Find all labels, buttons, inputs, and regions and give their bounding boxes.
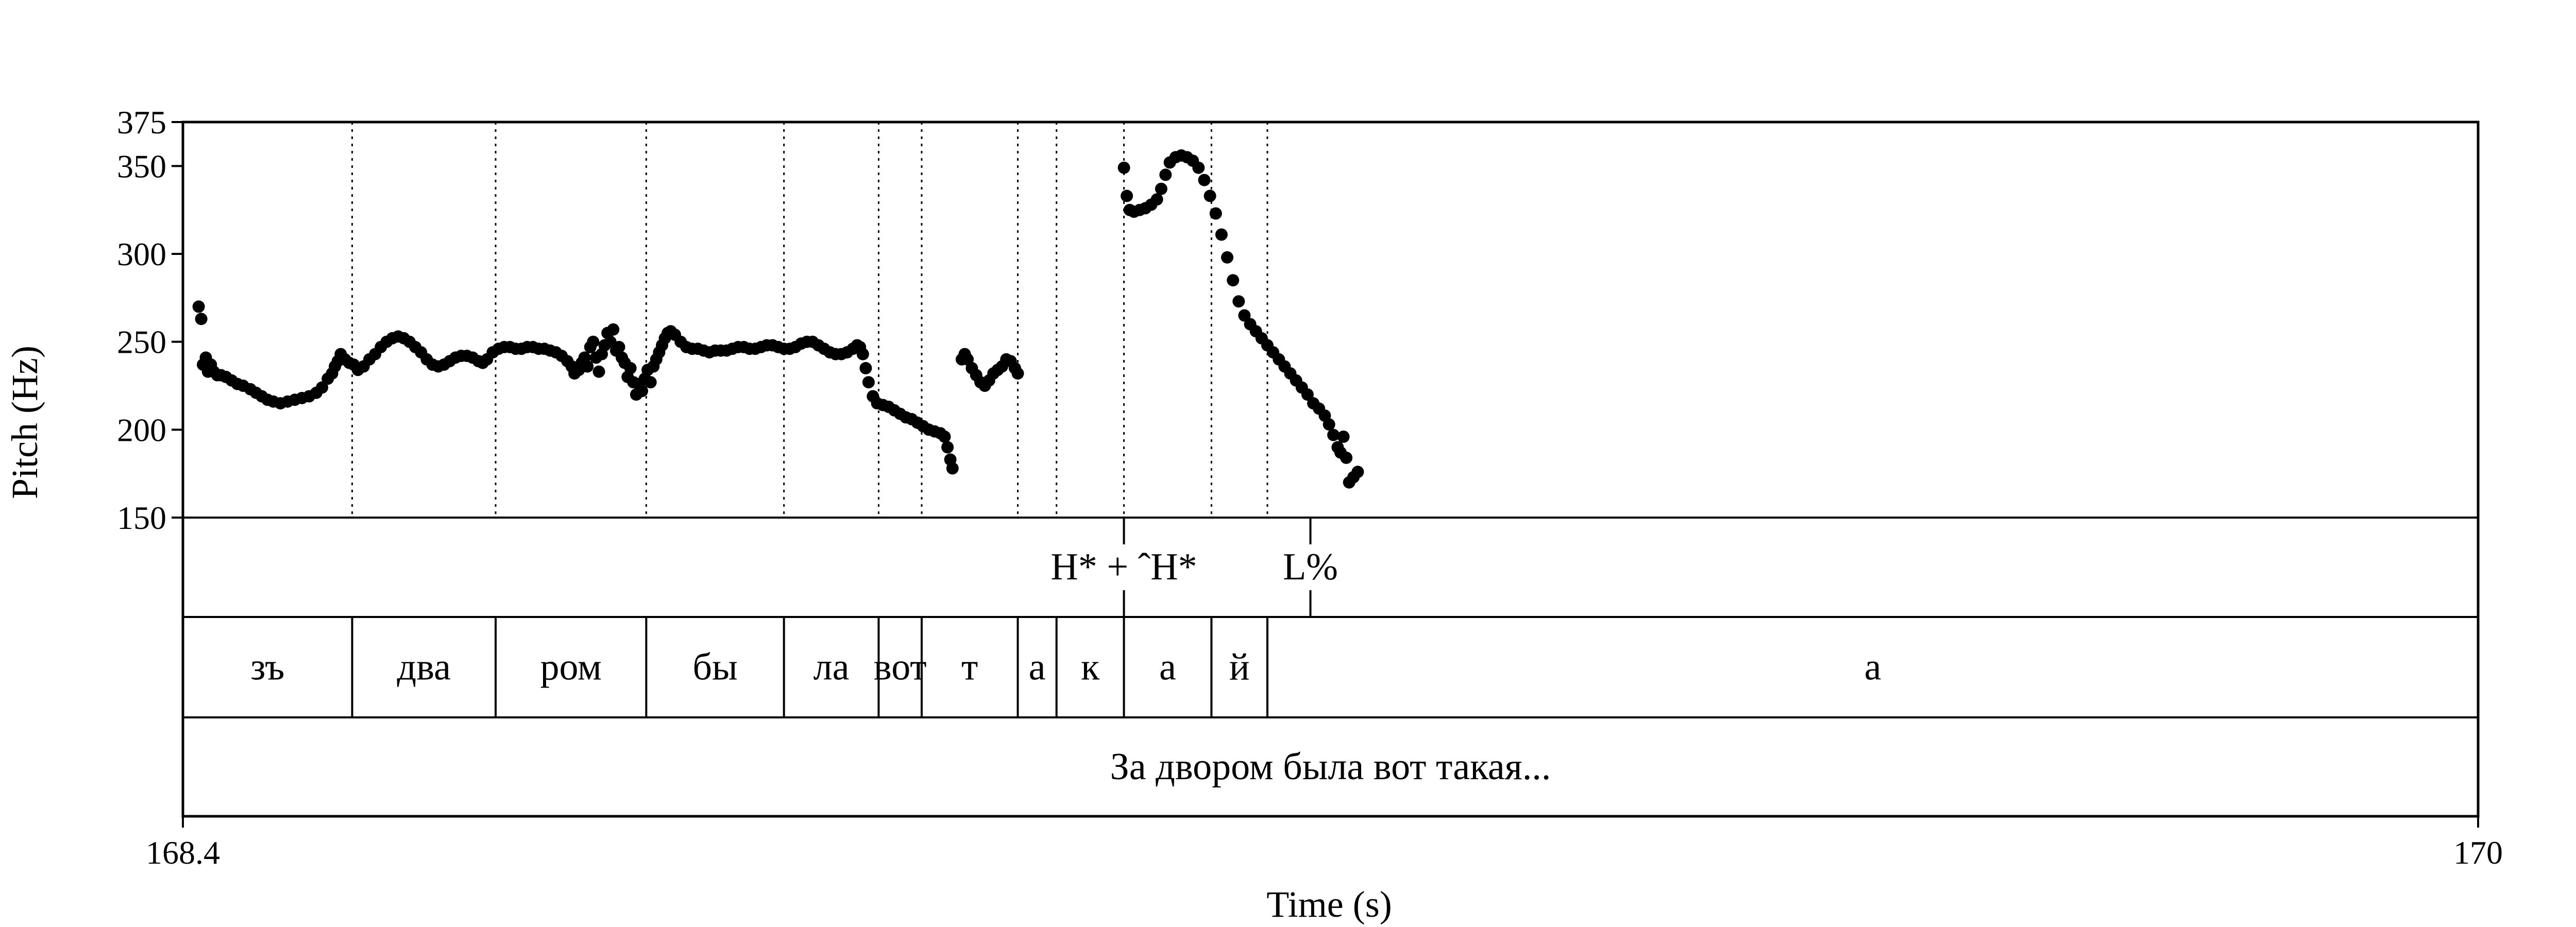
segment-label: а <box>1865 646 1882 689</box>
pitch-point <box>946 462 959 475</box>
pitch-point <box>1327 428 1340 441</box>
pitch-point <box>1155 182 1167 195</box>
pitch-point <box>1209 207 1222 220</box>
pitch-point <box>1238 309 1251 322</box>
segment-label: вот <box>874 646 927 689</box>
pitch-point <box>1159 168 1172 181</box>
pitch-point <box>938 431 951 443</box>
x-axis-title: Time (s) <box>1266 884 1392 925</box>
segment-label: т <box>961 646 978 689</box>
y-tick-label: 250 <box>117 324 166 360</box>
x-tick-label: 168.4 <box>146 834 220 871</box>
segment-label: бы <box>692 646 737 689</box>
pitch-point <box>1301 388 1314 401</box>
pitch-point <box>1221 251 1233 264</box>
annotation-tiers: H* + ˆH* L%зъ два ром бы ла вот т а к а й аЗа двором… <box>250 518 1881 788</box>
segment-label: й <box>1229 646 1250 689</box>
pitch-point <box>1204 190 1216 202</box>
segment-label: ром <box>540 646 601 689</box>
segment-label: к <box>1081 646 1100 689</box>
pitch-point <box>636 385 648 398</box>
pitch-point <box>1227 274 1240 287</box>
y-tick-label: 350 <box>117 148 166 184</box>
pitch-point <box>1192 161 1205 174</box>
pitch-track <box>192 149 1364 489</box>
pitch-point <box>862 376 875 389</box>
segment-label: два <box>397 646 451 689</box>
y-axis-title: Pitch (Hz) <box>4 346 45 499</box>
pitch-point <box>1323 418 1335 431</box>
axes: 150 200 250 300 350 375 168.4 170 <box>117 104 2503 871</box>
pitch-point <box>607 323 620 336</box>
pitch-point <box>1117 161 1130 174</box>
pitch-point <box>587 335 600 348</box>
sentence-label: За двором была вот такая... <box>1110 746 1551 788</box>
segment-label: зъ <box>250 646 284 689</box>
pitch-point <box>624 362 637 374</box>
pitch-point <box>581 360 594 373</box>
pitch-point <box>1232 295 1245 308</box>
y-tick-label: 200 <box>117 411 166 448</box>
pitch-point <box>195 313 208 325</box>
pitch-point <box>1337 431 1350 443</box>
pitch-point <box>941 441 954 454</box>
chart-frame <box>181 121 2480 818</box>
pitch-point <box>859 362 872 374</box>
pitch-point <box>192 300 205 313</box>
segment-label: а <box>1029 646 1046 689</box>
segment-boundary-gridlines <box>351 122 1268 518</box>
pitch-point <box>613 340 625 353</box>
pitch-point <box>1011 367 1024 380</box>
tone-label: H* + ˆH* <box>1050 546 1197 588</box>
pitch-point <box>1215 228 1228 241</box>
y-tick-label: 375 <box>117 104 166 141</box>
pitch-point <box>856 348 869 360</box>
pitch-point <box>1340 451 1353 464</box>
pitch-point <box>1150 193 1163 206</box>
segment-label: а <box>1159 646 1176 689</box>
y-tick-label: 300 <box>117 236 166 272</box>
pitch-point <box>644 376 657 389</box>
tone-label: L% <box>1283 546 1338 588</box>
segment-label: ла <box>814 646 850 689</box>
pitch-point <box>1351 466 1364 478</box>
x-tick-label: 170 <box>2453 834 2503 871</box>
y-tick-label: 150 <box>117 500 166 536</box>
pitch-point <box>592 365 605 378</box>
pitch-point <box>1121 190 1133 202</box>
pitch-point <box>316 381 329 394</box>
pitch-point <box>1198 174 1211 186</box>
